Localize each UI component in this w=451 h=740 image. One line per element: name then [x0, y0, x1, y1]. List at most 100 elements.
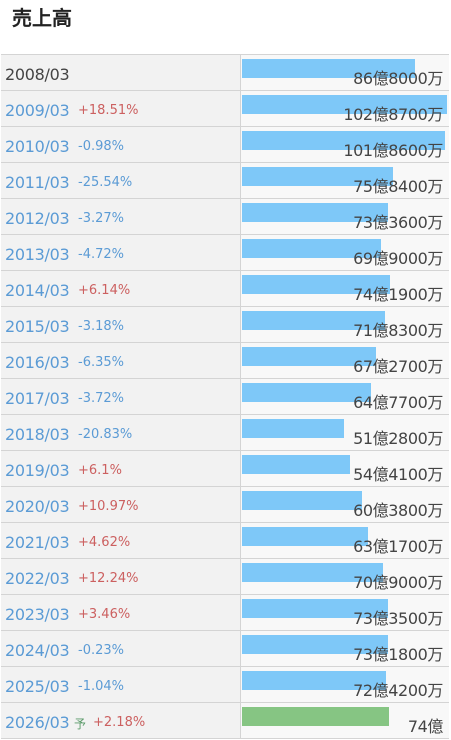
period-label: 2009/03: [5, 101, 70, 120]
bar: [242, 311, 385, 330]
value-cell: 63億1700万: [241, 523, 449, 558]
period-cell: 2010/03 -0.98%: [1, 127, 241, 162]
value-label: 63億1700万: [353, 537, 443, 556]
value-cell: 60億3800万: [241, 487, 449, 522]
bar: [242, 455, 350, 474]
period-label: 2015/03: [5, 317, 70, 336]
table-row: 2016/03 -6.35% 67億2700万: [1, 343, 449, 379]
period-cell: 2020/03 +10.97%: [1, 487, 241, 522]
period-cell: 2008/03: [1, 55, 241, 90]
period-cell: 2014/03 +6.14%: [1, 271, 241, 306]
value-label: 74億1900万: [353, 285, 443, 304]
change-rate: +4.62%: [78, 535, 131, 550]
table-row: 2009/03 +18.51% 102億8700万: [1, 91, 449, 127]
period-label: 2013/03: [5, 245, 70, 264]
value-label: 51億2800万: [353, 429, 443, 448]
period-cell: 2024/03 -0.23%: [1, 631, 241, 666]
value-cell: 72億4200万: [241, 667, 449, 702]
period-label: 2024/03: [5, 641, 70, 660]
table-row: 2025/03 -1.04% 72億4200万: [1, 667, 449, 703]
value-label: 67億2700万: [353, 357, 443, 376]
value-cell: 54億4100万: [241, 451, 449, 486]
table-row: 2019/03 +6.1% 54億4100万: [1, 451, 449, 487]
bar: [242, 599, 388, 618]
period-cell: 2013/03 -4.72%: [1, 235, 241, 270]
value-label: 74億: [407, 717, 444, 736]
period-label: 2019/03: [5, 461, 70, 480]
table-row: 2022/03 +12.24% 70億9000万: [1, 559, 449, 595]
table-row: 2010/03 -0.98% 101億8600万: [1, 127, 449, 163]
value-label: 75億8400万: [353, 177, 443, 196]
bar: [242, 527, 368, 546]
value-cell: 75億8400万: [241, 163, 449, 198]
table-row: 2011/03 -25.54% 75億8400万: [1, 163, 449, 199]
bar: [242, 491, 362, 510]
period-cell: 2017/03 -3.72%: [1, 379, 241, 414]
bar: [242, 131, 445, 150]
value-label: 73億3600万: [353, 213, 443, 232]
bar: [242, 671, 386, 690]
period-cell: 2025/03 -1.04%: [1, 667, 241, 702]
value-cell: 73億3500万: [241, 595, 449, 630]
value-label: 60億3800万: [353, 501, 443, 520]
period-label: 2023/03: [5, 605, 70, 624]
table-row: 2021/03 +4.62% 63億1700万: [1, 523, 449, 559]
table-row: 2012/03 -3.27% 73億3600万: [1, 199, 449, 235]
value-cell: 64億7700万: [241, 379, 449, 414]
change-rate: -3.27%: [78, 211, 124, 226]
period-cell: 2015/03 -3.18%: [1, 307, 241, 342]
period-cell: 2016/03 -6.35%: [1, 343, 241, 378]
period-label: 2014/03: [5, 281, 70, 300]
period-label: 2022/03: [5, 569, 70, 588]
bar: [242, 95, 447, 114]
bar: [242, 167, 393, 186]
period-label: 2020/03: [5, 497, 70, 516]
change-rate: -3.18%: [78, 319, 124, 334]
value-label: 101億8600万: [343, 141, 443, 160]
bar: [242, 59, 415, 78]
period-cell: 2009/03 +18.51%: [1, 91, 241, 126]
bar: [242, 383, 371, 402]
period-label: 2018/03: [5, 425, 70, 444]
value-cell: 71億8300万: [241, 307, 449, 342]
value-label: 72億4200万: [353, 681, 443, 700]
value-label: 69億9000万: [353, 249, 443, 268]
sales-bar-chart: 2008/03 86億8000万 2009/03 +18.51% 102億8700万 20…: [1, 54, 449, 739]
forecast-mark: 予: [74, 717, 87, 731]
change-rate: +18.51%: [78, 103, 139, 118]
table-row: 2018/03 -20.83% 51億2800万: [1, 415, 449, 451]
period-cell: 2026/03 予 +2.18%: [1, 703, 241, 738]
value-cell: 69億9000万: [241, 235, 449, 270]
change-rate: -6.35%: [78, 355, 124, 370]
change-rate: -0.23%: [78, 643, 124, 658]
period-label: 2012/03: [5, 209, 70, 228]
bar: [242, 347, 376, 366]
change-rate: -20.83%: [78, 427, 133, 442]
table-row: 2014/03 +6.14% 74億1900万: [1, 271, 449, 307]
forecast-bar: [242, 707, 389, 726]
change-rate: -25.54%: [78, 175, 133, 190]
value-label: 102億8700万: [343, 105, 443, 124]
period-cell: 2018/03 -20.83%: [1, 415, 241, 450]
table-row: 2013/03 -4.72% 69億9000万: [1, 235, 449, 271]
period-label: 2025/03: [5, 677, 70, 696]
bar: [242, 239, 381, 258]
value-cell: 102億8700万: [241, 91, 449, 126]
change-rate: +2.18%: [93, 715, 146, 730]
table-row: 2020/03 +10.97% 60億3800万: [1, 487, 449, 523]
value-cell: 51億2800万: [241, 415, 449, 450]
change-rate: +12.24%: [78, 571, 139, 586]
change-rate: -4.72%: [78, 247, 124, 262]
value-cell: 74億: [241, 703, 449, 738]
change-rate: +6.14%: [78, 283, 131, 298]
page-title: 売上高: [12, 6, 72, 30]
period-label: 2016/03: [5, 353, 70, 372]
value-cell: 70億9000万: [241, 559, 449, 594]
change-rate: +10.97%: [78, 499, 139, 514]
value-cell: 67億2700万: [241, 343, 449, 378]
value-cell: 86億8000万: [241, 55, 449, 90]
change-rate: +6.1%: [78, 463, 122, 478]
table-row: 2026/03 予 +2.18% 74億: [1, 703, 449, 739]
period-label: 2021/03: [5, 533, 70, 552]
change-rate: -3.72%: [78, 391, 124, 406]
